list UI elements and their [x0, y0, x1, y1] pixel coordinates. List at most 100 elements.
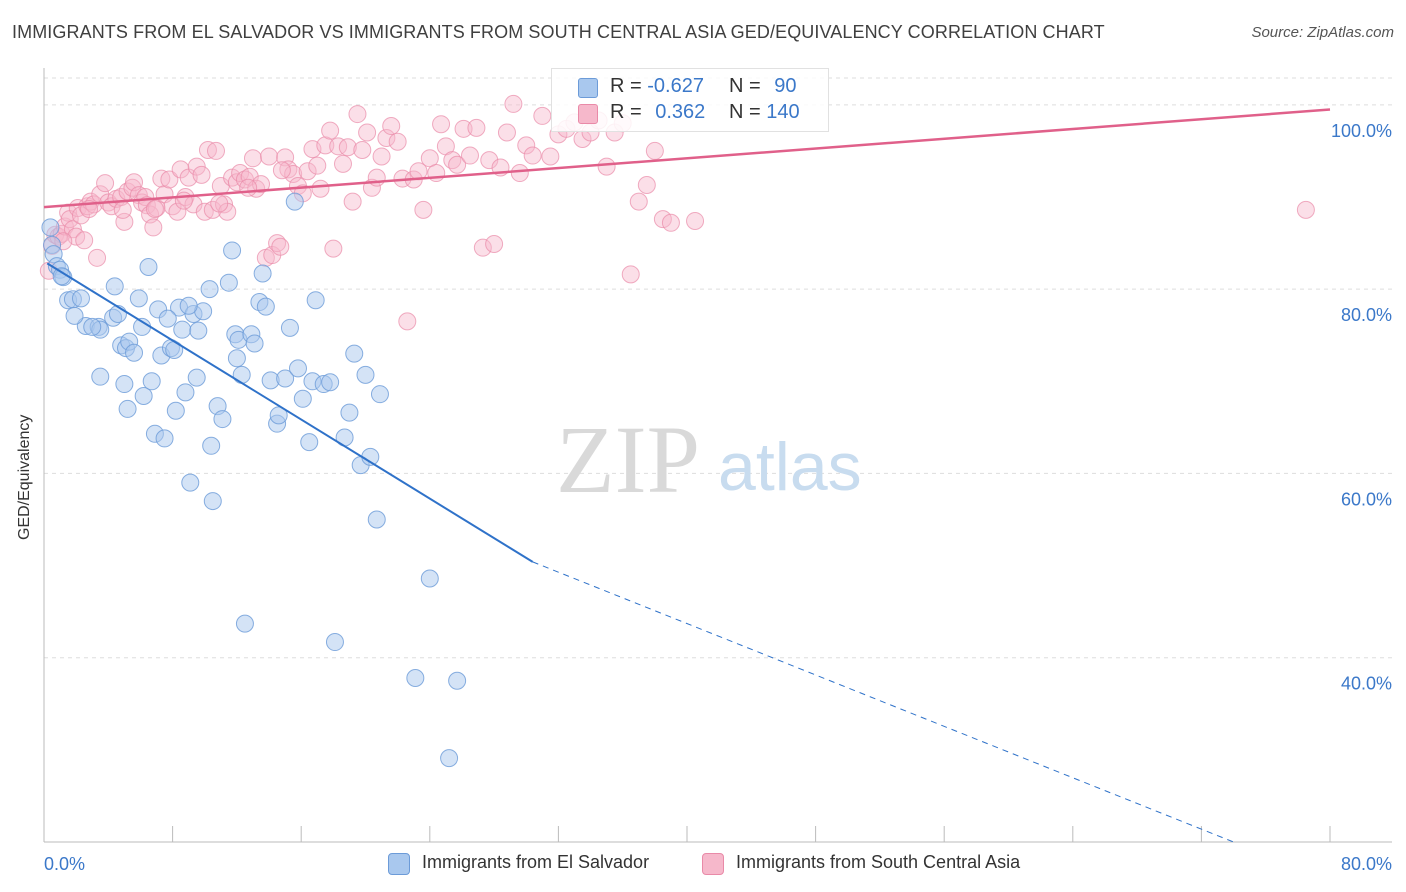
data-point-south-central-asia: [145, 199, 164, 218]
data-point-south-central-asia: [485, 234, 504, 253]
data-point-el-salvador: [440, 749, 459, 768]
data-point-south-central-asia: [338, 138, 357, 157]
data-point-el-salvador: [108, 305, 127, 324]
data-point-el-salvador: [340, 403, 359, 422]
data-point-el-salvador: [203, 492, 222, 511]
data-point-south-central-asia: [160, 170, 179, 189]
data-point-south-central-asia: [460, 146, 479, 165]
data-point-south-central-asia: [321, 121, 340, 140]
data-point-el-salvador: [300, 433, 319, 452]
data-point-el-salvador: [276, 369, 295, 388]
data-point-el-salvador: [200, 280, 219, 299]
y-axis-label-wrap: GED/Equivalency: [16, 415, 40, 560]
series-el-salvador-points: [41, 192, 467, 768]
data-point-el-salvador: [129, 289, 148, 308]
data-point-el-salvador: [448, 671, 467, 690]
data-point-el-salvador: [105, 277, 124, 296]
legend-label-el-salvador: Immigrants from El Salvador: [422, 852, 650, 872]
legend-label-south-central-asia: Immigrants from South Central Asia: [736, 852, 1021, 872]
data-point-el-salvador: [306, 291, 325, 310]
trend-lines: [43, 108, 1331, 843]
data-point-el-salvador: [202, 436, 221, 455]
data-point-south-central-asia: [239, 178, 258, 197]
data-point-south-central-asia: [96, 174, 115, 193]
y-tick-label: 100.0%: [1331, 121, 1392, 141]
legend-swatch-pink: [578, 104, 598, 124]
data-point-el-salvador: [115, 375, 134, 394]
watermark: ZIP atlas: [556, 406, 862, 513]
data-point-el-salvador: [187, 368, 206, 387]
n-label: N =: [729, 75, 767, 97]
data-point-south-central-asia: [113, 200, 132, 219]
data-point-south-central-asia: [81, 192, 100, 211]
data-point-el-salvador: [256, 297, 275, 316]
data-point-el-salvador: [288, 359, 307, 378]
data-point-south-central-asia: [467, 118, 486, 137]
data-point-el-salvador: [345, 344, 364, 363]
data-point-south-central-asia: [316, 136, 335, 155]
y-tick-label: 80.0%: [1341, 305, 1392, 325]
trend-line-south-central-asia: [43, 108, 1331, 209]
data-point-south-central-asia: [510, 164, 529, 183]
data-point-south-central-asia: [243, 149, 262, 168]
data-point-el-salvador: [367, 510, 386, 529]
data-point-south-central-asia: [284, 164, 303, 183]
data-point-south-central-asia: [517, 136, 536, 155]
data-point-south-central-asia: [621, 265, 640, 284]
legend-swatch-south-central-asia: [702, 853, 724, 875]
data-point-south-central-asia: [454, 119, 473, 138]
data-point-el-salvador: [65, 306, 84, 325]
x-tick-label-min: 0.0%: [44, 854, 85, 874]
data-point-el-salvador: [125, 343, 144, 362]
watermark-atlas: atlas: [718, 429, 862, 505]
data-point-south-central-asia: [637, 176, 656, 195]
legend-swatch-blue: [578, 78, 598, 98]
data-point-el-salvador: [173, 320, 192, 339]
data-point-el-salvador: [52, 267, 71, 286]
data-point-south-central-asia: [523, 146, 542, 165]
data-point-south-central-asia: [414, 200, 433, 219]
data-point-el-salvador: [134, 387, 153, 406]
data-point-el-salvador: [356, 365, 375, 384]
data-point-south-central-asia: [645, 141, 664, 160]
legend-swatch-el-salvador: [388, 853, 410, 875]
data-point-south-central-asia: [333, 154, 352, 173]
data-point-el-salvador: [325, 633, 344, 652]
data-point-el-salvador: [155, 429, 174, 448]
data-point-south-central-asia: [1296, 200, 1315, 219]
data-point-el-salvador: [158, 309, 177, 328]
data-point-south-central-asia: [192, 165, 211, 184]
data-point-south-central-asia: [480, 151, 499, 170]
data-point-el-salvador: [181, 473, 200, 492]
data-point-el-salvador: [142, 372, 161, 391]
data-point-south-central-asia: [268, 234, 287, 253]
data-point-south-central-asia: [187, 157, 206, 176]
r-label: R =: [610, 101, 648, 123]
data-point-south-central-asia: [597, 157, 616, 176]
y-axis-label: GED/Equivalency: [16, 414, 33, 540]
data-point-south-central-asia: [210, 194, 229, 213]
data-point-el-salvador: [71, 289, 90, 308]
chart-title: IMMIGRANTS FROM EL SALVADOR VS IMMIGRANT…: [12, 22, 1105, 42]
data-point-south-central-asia: [144, 218, 163, 237]
data-point-el-salvador: [179, 296, 198, 315]
x-tick-label-max: 80.0%: [1341, 854, 1392, 874]
data-point-south-central-asia: [686, 211, 705, 230]
data-point-south-central-asia: [504, 94, 523, 113]
data-point-south-central-asia: [533, 106, 552, 125]
data-point-el-salvador: [219, 273, 238, 292]
data-point-south-central-asia: [353, 141, 372, 160]
correlation-legend: R = -0.627 N = 90 R = 0.362 N = 140: [551, 68, 829, 132]
data-point-south-central-asia: [348, 105, 367, 124]
data-point-south-central-asia: [473, 238, 492, 257]
data-point-south-central-asia: [260, 147, 279, 166]
n-label: N =: [729, 101, 767, 123]
y-tick-label: 60.0%: [1341, 489, 1392, 509]
data-point-south-central-asia: [541, 147, 560, 166]
data-point-el-salvador: [41, 218, 60, 237]
data-point-south-central-asia: [298, 162, 317, 181]
r-value-blue: -0.627: [647, 75, 704, 97]
data-point-el-salvador: [245, 334, 264, 353]
data-point-el-salvador: [118, 399, 137, 418]
